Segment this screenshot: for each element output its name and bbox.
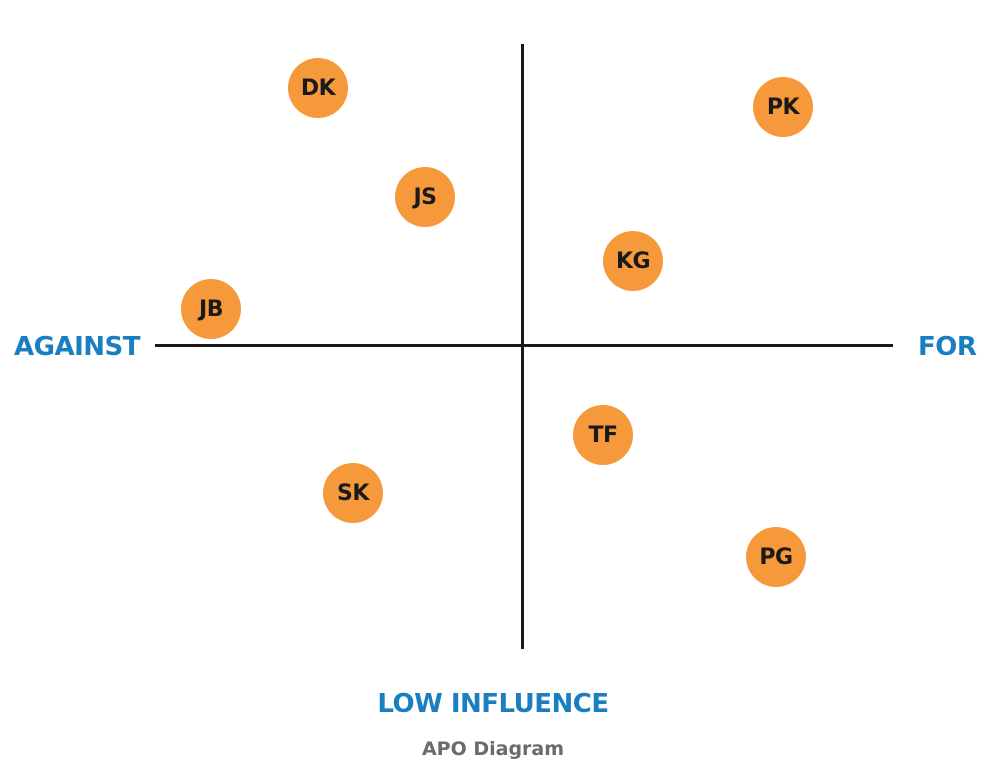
axis-label-for: FOR bbox=[918, 332, 977, 362]
horizontal-axis bbox=[155, 344, 893, 347]
node-tf: TF bbox=[573, 405, 633, 465]
vertical-axis bbox=[521, 44, 524, 649]
node-label: DK bbox=[300, 75, 336, 101]
node-label: JS bbox=[413, 184, 437, 210]
node-label: SK bbox=[337, 480, 369, 506]
node-kg: KG bbox=[603, 231, 663, 291]
node-pg: PG bbox=[746, 527, 806, 587]
node-sk: SK bbox=[323, 463, 383, 523]
node-pk: PK bbox=[753, 77, 813, 137]
diagram-caption: APO Diagram bbox=[421, 738, 565, 760]
node-label: KG bbox=[615, 248, 651, 274]
node-js: JS bbox=[395, 167, 455, 227]
axis-label-low-influence: LOW INFLUENCE bbox=[377, 689, 609, 719]
node-jb: JB bbox=[181, 279, 241, 339]
node-label: JB bbox=[199, 296, 223, 322]
node-label: PG bbox=[759, 544, 793, 570]
node-label: PK bbox=[766, 94, 800, 120]
node-dk: DK bbox=[288, 58, 348, 118]
node-label: TF bbox=[588, 422, 618, 448]
axis-label-against: AGAINST bbox=[14, 332, 140, 362]
